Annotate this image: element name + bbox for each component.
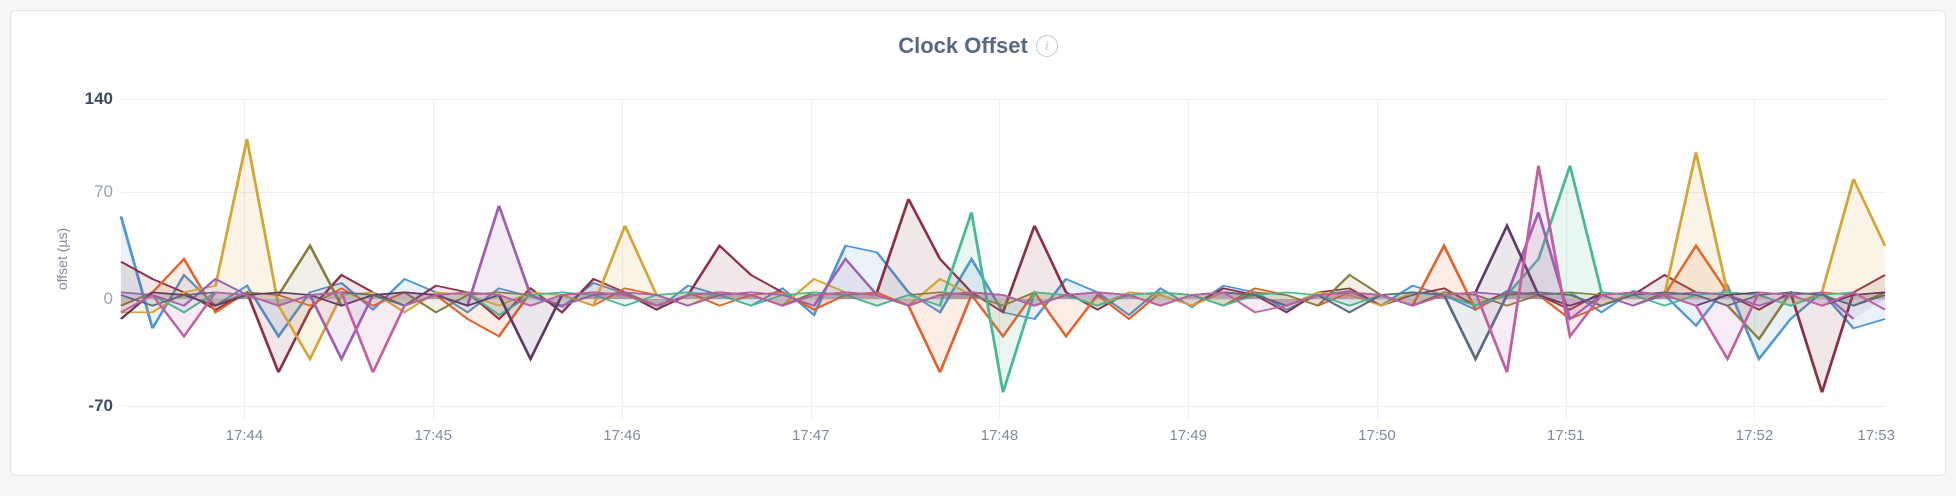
x-tick-1746: 17:46 <box>603 427 641 444</box>
panel-header: Clock Offset i <box>11 11 1945 59</box>
y-tick-0: 0 <box>73 289 113 309</box>
clock-offset-panel: Clock Offset i offset (µs) 140 70 0 -70 … <box>10 10 1946 476</box>
x-tick-1748: 17:48 <box>981 427 1019 444</box>
y-tick-140: 140 <box>73 89 113 109</box>
x-tick-1747: 17:47 <box>792 427 830 444</box>
x-tick-1749: 17:49 <box>1169 427 1207 444</box>
info-icon[interactable]: i <box>1036 35 1058 57</box>
panel-title: Clock Offset <box>898 33 1028 59</box>
y-axis-label: offset (µs) <box>54 228 70 290</box>
y-tick-70: 70 <box>73 182 113 202</box>
x-tick-1751: 17:51 <box>1547 427 1585 444</box>
series-svg <box>121 99 1885 419</box>
y-tick-m70: -70 <box>73 396 113 416</box>
x-tick-1744: 17:44 <box>226 427 264 444</box>
x-tick-1752: 17:52 <box>1736 427 1774 444</box>
x-tick-1745: 17:45 <box>414 427 452 444</box>
series-area-node-6 <box>121 166 1885 393</box>
x-tick-1750: 17:50 <box>1358 427 1396 444</box>
x-tick-1753: 17:53 <box>1857 427 1895 444</box>
chart-plot-area: offset (µs) 140 70 0 -70 17:44 17:45 17:… <box>121 99 1885 419</box>
